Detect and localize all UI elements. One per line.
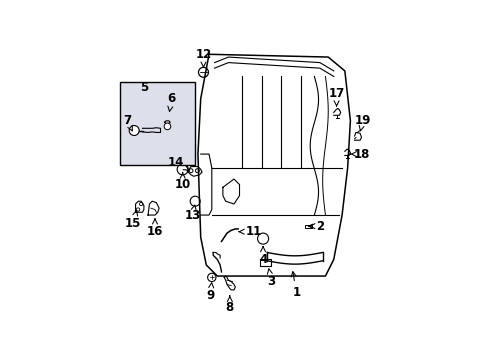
Text: 13: 13 bbox=[184, 205, 200, 221]
Text: 4: 4 bbox=[259, 247, 266, 266]
Text: 3: 3 bbox=[267, 269, 275, 288]
Text: 9: 9 bbox=[206, 283, 214, 302]
Text: 2: 2 bbox=[309, 220, 324, 233]
Text: 6: 6 bbox=[167, 92, 175, 111]
Circle shape bbox=[129, 126, 139, 135]
Text: 15: 15 bbox=[124, 211, 141, 230]
Circle shape bbox=[164, 123, 170, 130]
Text: 10: 10 bbox=[174, 172, 190, 191]
Bar bbox=[260, 258, 270, 266]
Text: 1: 1 bbox=[290, 272, 300, 299]
Text: 7: 7 bbox=[123, 114, 132, 131]
Circle shape bbox=[257, 233, 268, 244]
Bar bbox=[304, 225, 311, 228]
Text: 17: 17 bbox=[328, 87, 344, 106]
Text: 14: 14 bbox=[167, 156, 189, 170]
Text: 16: 16 bbox=[146, 219, 163, 238]
Circle shape bbox=[190, 196, 200, 206]
FancyBboxPatch shape bbox=[120, 82, 195, 165]
Text: 18: 18 bbox=[350, 148, 369, 161]
Circle shape bbox=[207, 273, 216, 282]
Text: 8: 8 bbox=[225, 296, 233, 314]
Circle shape bbox=[136, 208, 140, 211]
Text: 5: 5 bbox=[140, 81, 148, 94]
Circle shape bbox=[139, 202, 142, 206]
Circle shape bbox=[177, 164, 188, 175]
Circle shape bbox=[198, 67, 208, 77]
Text: 11: 11 bbox=[239, 225, 261, 238]
Text: 19: 19 bbox=[354, 114, 370, 131]
Text: 12: 12 bbox=[195, 48, 211, 67]
Circle shape bbox=[189, 169, 193, 173]
Circle shape bbox=[195, 169, 199, 173]
